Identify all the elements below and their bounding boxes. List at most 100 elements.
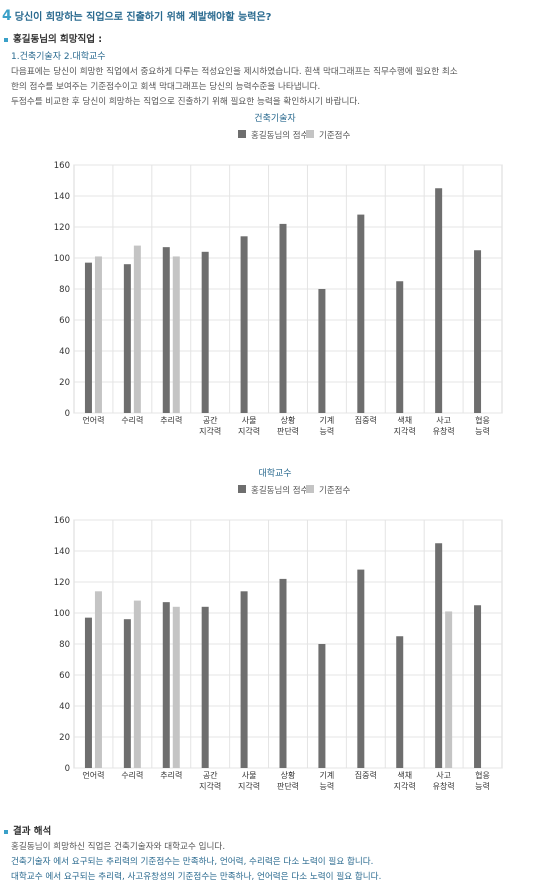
x-tick-label: 상황 bbox=[281, 415, 296, 425]
description-line: 두점수를 비교한 후 당신이 희망하는 직업으로 진출하기 위해 필요한 능력을… bbox=[11, 97, 361, 107]
bar-user-score bbox=[123, 264, 131, 413]
result-heading-text: 결과 해석 bbox=[13, 826, 52, 837]
legend-label: 홍길동님의 점수 bbox=[251, 485, 309, 496]
result-line: 건축기술자 에서 요구되는 추리력의 기준점수는 만족하나, 언어력, 수리력은… bbox=[11, 857, 374, 867]
x-tick-label: 판단력 bbox=[277, 426, 299, 436]
description-line: 다음표에는 당신이 희망한 직업에서 중요하게 다루는 적성요인을 제시하였습니… bbox=[11, 67, 458, 77]
bar-user-score bbox=[357, 214, 365, 413]
bar-user-score bbox=[84, 617, 92, 768]
x-tick-label: 사고 bbox=[436, 416, 451, 425]
x-tick-label: 공간 bbox=[203, 415, 218, 425]
y-tick-label: 0 bbox=[65, 764, 70, 774]
bar-standard-score bbox=[94, 256, 102, 413]
x-tick-label: 수리력 bbox=[121, 415, 143, 425]
y-tick-label: 120 bbox=[54, 223, 70, 233]
y-tick-label: 100 bbox=[54, 609, 70, 619]
x-tick-label: 협응 bbox=[475, 415, 490, 425]
y-tick-label: 160 bbox=[54, 516, 70, 526]
bar-user-score bbox=[201, 606, 209, 768]
x-tick-label: 언어력 bbox=[82, 770, 104, 780]
y-tick-label: 40 bbox=[59, 702, 70, 712]
x-tick-label: 집중력 bbox=[355, 415, 377, 425]
y-tick-label: 160 bbox=[54, 161, 70, 171]
section-title: 4 당신이 희망하는 직업으로 진출하기 위해 계발해야할 능력은? bbox=[2, 8, 271, 24]
legend-swatch bbox=[306, 485, 314, 493]
desired-jobs: 1.건축기술자 2.대학교수 bbox=[11, 52, 106, 62]
x-tick-label: 사물 bbox=[242, 771, 257, 780]
desired-job-heading: 홍길동님의 희망직업 : bbox=[4, 31, 102, 45]
section-number: 4 bbox=[2, 8, 12, 24]
bar-user-score bbox=[279, 223, 287, 413]
description-line: 한의 점수를 보여주는 기준점수이고 회색 막대그래프는 당신의 능력수준을 나… bbox=[11, 82, 321, 92]
legend-swatch bbox=[238, 130, 246, 138]
x-tick-label: 지각력 bbox=[394, 781, 416, 791]
x-tick-label: 지각력 bbox=[238, 426, 260, 436]
bar-standard-score bbox=[172, 256, 180, 413]
x-tick-label: 지각력 bbox=[238, 781, 260, 791]
bar-user-score bbox=[474, 250, 482, 413]
bar-user-score bbox=[318, 644, 326, 768]
x-tick-label: 사물 bbox=[242, 416, 257, 425]
legend-swatch bbox=[238, 485, 246, 493]
description: 다음표에는 당신이 희망한 직업에서 중요하게 다루는 적성요인을 제시하였습니… bbox=[11, 65, 543, 110]
section-title-text: 당신이 희망하는 직업으로 진출하기 위해 계발해야할 능력은? bbox=[14, 12, 272, 23]
y-tick-label: 20 bbox=[59, 733, 70, 743]
bar-user-score bbox=[123, 619, 131, 768]
y-tick-label: 120 bbox=[54, 578, 70, 588]
x-tick-label: 능력 bbox=[475, 781, 490, 791]
legend-label: 기준점수 bbox=[319, 130, 350, 141]
bar-standard-score bbox=[172, 606, 180, 768]
x-tick-label: 색채 bbox=[397, 415, 412, 425]
result-line: 대학교수 에서 요구되는 추리력, 사고유창성의 기준점수는 만족하나, 언어력… bbox=[11, 872, 382, 882]
x-tick-label: 공간 bbox=[203, 770, 218, 780]
chart-title: 대학교수 bbox=[258, 468, 291, 479]
bar-user-score bbox=[435, 188, 443, 413]
bar-standard-score bbox=[133, 245, 141, 413]
result-line: 홍길동님이 희망하신 직업은 건축기술자와 대학교수 입니다. bbox=[11, 842, 226, 852]
bar-user-score bbox=[162, 247, 170, 413]
y-tick-label: 80 bbox=[59, 640, 70, 650]
bar-user-score bbox=[201, 251, 209, 413]
x-tick-label: 지각력 bbox=[199, 426, 221, 436]
x-tick-label: 언어력 bbox=[82, 415, 104, 425]
bar-user-score bbox=[474, 605, 482, 768]
x-tick-label: 능력 bbox=[320, 781, 335, 791]
bullet-icon bbox=[4, 37, 8, 42]
y-tick-label: 40 bbox=[59, 347, 70, 357]
bar-user-score bbox=[435, 543, 443, 768]
y-tick-label: 80 bbox=[59, 285, 70, 295]
result-text: 홍길동님이 희망하신 직업은 건축기술자와 대학교수 입니다. 건축기술자 에서… bbox=[11, 840, 381, 885]
legend-swatch bbox=[306, 130, 314, 138]
bar-user-score bbox=[240, 236, 248, 413]
x-tick-label: 상황 bbox=[281, 770, 296, 780]
bar-user-score bbox=[357, 569, 365, 768]
x-tick-label: 색채 bbox=[397, 770, 412, 780]
legend-label: 기준점수 bbox=[319, 485, 350, 496]
y-tick-label: 60 bbox=[59, 671, 70, 681]
bar-user-score bbox=[84, 262, 92, 413]
bar-user-score bbox=[396, 281, 404, 413]
y-tick-label: 100 bbox=[54, 254, 70, 264]
x-tick-label: 지각력 bbox=[394, 426, 416, 436]
x-tick-label: 수리력 bbox=[121, 770, 143, 780]
bar-user-score bbox=[240, 591, 248, 768]
x-tick-label: 추리력 bbox=[160, 415, 182, 425]
y-tick-label: 140 bbox=[54, 547, 70, 557]
bar-user-score bbox=[162, 602, 170, 768]
x-tick-label: 기계 bbox=[320, 770, 335, 780]
y-tick-label: 140 bbox=[54, 192, 70, 202]
bar-user-score bbox=[279, 578, 287, 768]
x-tick-label: 판단력 bbox=[277, 781, 299, 791]
x-tick-label: 추리력 bbox=[160, 770, 182, 780]
x-tick-label: 능력 bbox=[475, 426, 490, 436]
bar-standard-score bbox=[133, 600, 141, 768]
x-tick-label: 유창력 bbox=[433, 426, 455, 436]
x-tick-label: 기계 bbox=[320, 415, 335, 425]
x-tick-label: 사고 bbox=[436, 771, 451, 780]
x-tick-label: 집중력 bbox=[355, 770, 377, 780]
x-tick-label: 지각력 bbox=[199, 781, 221, 791]
y-tick-label: 0 bbox=[65, 409, 70, 419]
